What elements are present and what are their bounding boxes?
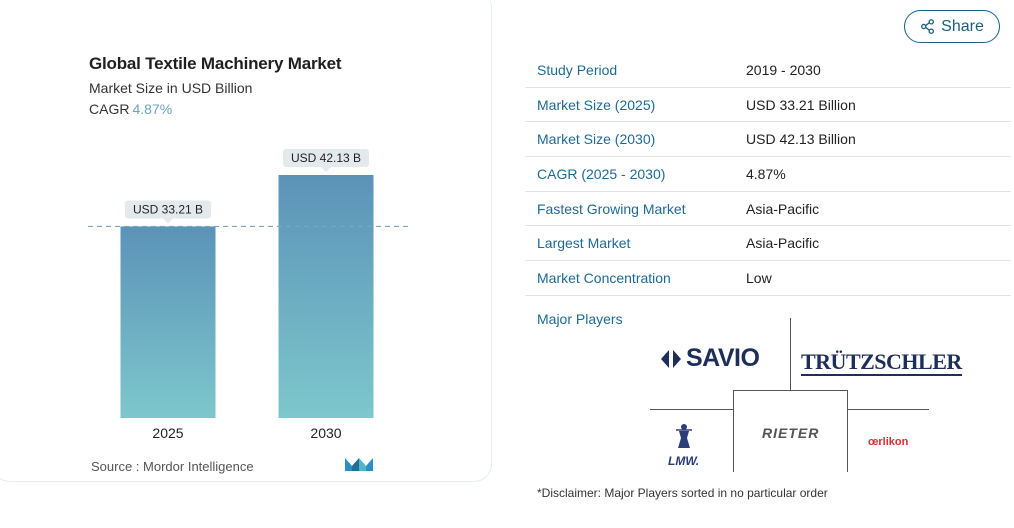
row-key: Market Size (2025)	[537, 96, 656, 113]
table-row: Largest Market Asia-Pacific	[525, 226, 1011, 262]
table-row: Fastest Growing Market Asia-Pacific	[525, 192, 1011, 227]
major-players-label: Major Players	[537, 311, 623, 327]
chart-card	[0, 0, 492, 482]
mordor-intelligence-logo-icon	[345, 458, 373, 471]
source-name: Mordor Intelligence	[143, 459, 254, 474]
row-value: USD 33.21 Billion	[746, 96, 856, 113]
table-row: Market Size (2025) USD 33.21 Billion	[525, 88, 1011, 123]
savio-logo: SAVIO	[660, 344, 760, 373]
row-key: Fastest Growing Market	[537, 200, 686, 217]
row-value: USD 42.13 Billion	[746, 131, 856, 148]
data-label-bg	[125, 200, 211, 219]
share-label: Share	[941, 17, 984, 35]
savio-logo-text: SAVIO	[686, 344, 760, 372]
bar-2025	[120, 226, 216, 418]
chart-cagr: CAGR 4.87%	[89, 101, 172, 117]
data-label-pointer	[321, 167, 331, 172]
source-label: Source :	[91, 459, 140, 474]
data-label: USD 33.21 B	[133, 202, 203, 216]
market-summary-table: Study Period 2019 - 2030 Market Size (20…	[525, 53, 1011, 296]
data-label-bg	[283, 149, 369, 167]
cagr-label: CAGR	[89, 101, 130, 117]
logo-divider	[650, 409, 734, 410]
table-row: Market Size (2030) USD 42.13 Billion	[525, 122, 1011, 158]
data-label-pointer	[163, 218, 173, 224]
table-row: Study Period 2019 - 2030	[525, 53, 1011, 88]
chart-title: Global Textile Machinery Market	[89, 54, 342, 73]
data-label: USD 42.13 B	[291, 151, 361, 165]
row-value: Asia-Pacific	[746, 200, 820, 217]
row-key: Largest Market	[537, 235, 631, 252]
logo-divider	[733, 390, 847, 391]
lmw-logo: LMW.	[668, 423, 699, 468]
chart-subtitle: Market Size in USD Billion	[89, 80, 253, 96]
logo-divider	[847, 409, 929, 410]
logo-divider	[733, 390, 734, 472]
lmw-figure-icon	[675, 424, 692, 448]
row-key: Study Period	[537, 61, 618, 78]
row-key: Market Concentration	[537, 269, 671, 286]
bar-2030	[278, 175, 374, 418]
oerlikon-logo: œrlikon	[868, 436, 909, 448]
lmw-logo-text: LMW.	[668, 454, 700, 468]
row-key: CAGR (2025 - 2030)	[537, 165, 666, 182]
share-button[interactable]: Share	[904, 10, 1000, 43]
source-text: Source : Mordor Intelligence	[91, 459, 254, 474]
savio-mark-icon	[661, 349, 681, 368]
x-tick-label: 2025	[152, 425, 183, 441]
row-key: Market Size (2030)	[537, 131, 656, 148]
row-value: 4.87%	[746, 165, 786, 182]
rieter-logo: RIETER	[762, 425, 820, 441]
share-icon	[921, 19, 935, 34]
bar-chart: USD 33.21 B 2025 USD 42.13 B 2030	[88, 149, 408, 441]
logo-divider	[790, 318, 791, 390]
trutzschler-logo: TRÜTZSCHLER	[801, 349, 962, 376]
disclaimer-text: *Disclaimer: Major Players sorted in no …	[537, 486, 828, 500]
cagr-value: 4.87%	[132, 101, 173, 117]
row-value: Asia-Pacific	[746, 235, 820, 252]
logo-divider	[847, 390, 848, 472]
row-value: 2019 - 2030	[746, 61, 821, 78]
table-row: CAGR (2025 - 2030) 4.87%	[525, 157, 1011, 192]
row-value: Low	[746, 269, 772, 286]
table-row: Market Concentration Low	[525, 261, 1011, 296]
x-tick-label: 2030	[310, 425, 341, 441]
